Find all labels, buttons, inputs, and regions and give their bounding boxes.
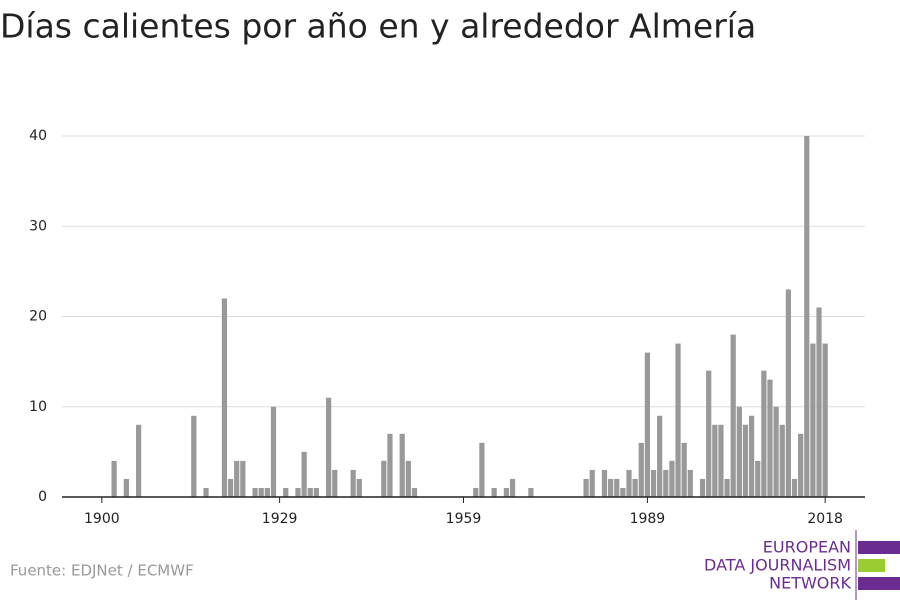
bar	[632, 478, 638, 497]
bar	[387, 433, 393, 497]
bar	[779, 424, 785, 497]
bar	[583, 478, 589, 497]
y-tick-label: 20	[29, 309, 47, 325]
bar	[332, 469, 338, 497]
bar	[313, 487, 319, 497]
bar	[712, 424, 718, 497]
bar	[405, 460, 411, 497]
bar	[264, 487, 270, 497]
bar	[822, 343, 828, 497]
bar	[742, 424, 749, 497]
bar	[203, 487, 209, 497]
bar	[755, 460, 761, 497]
bar	[785, 289, 791, 497]
bar	[326, 397, 332, 497]
x-tick-label: 1989	[630, 511, 666, 527]
x-tick-label: 2018	[807, 511, 843, 527]
bar	[638, 442, 644, 497]
x-tick-label: 1959	[446, 511, 482, 527]
bar	[810, 343, 816, 497]
bar	[657, 415, 663, 497]
bar	[301, 451, 307, 497]
y-tick-label: 40	[29, 128, 47, 144]
bar	[724, 478, 730, 497]
bar	[663, 469, 669, 497]
logo-bar	[858, 559, 885, 572]
bar	[608, 478, 614, 497]
bar	[748, 415, 755, 497]
bar	[804, 136, 810, 497]
bar	[589, 469, 595, 497]
bar	[473, 487, 479, 497]
bar	[699, 478, 706, 497]
bar	[718, 424, 724, 497]
bar	[650, 469, 657, 497]
bar	[234, 460, 240, 497]
bar	[798, 433, 804, 497]
bar	[736, 406, 742, 497]
logo-text: DATA JOURNALISM	[704, 556, 851, 575]
bar	[528, 487, 534, 497]
bar	[295, 487, 301, 497]
x-tick-label: 1900	[84, 511, 120, 527]
bar	[706, 370, 712, 497]
bar	[411, 487, 418, 497]
bar	[111, 460, 117, 497]
logo-bar	[858, 577, 900, 590]
bar	[283, 487, 289, 497]
bar	[350, 469, 356, 497]
bar	[123, 478, 129, 497]
y-tick-label: 10	[29, 399, 47, 415]
bar	[626, 469, 632, 497]
logo-text: NETWORK	[769, 574, 851, 593]
y-tick-label: 0	[38, 489, 47, 505]
bar	[479, 442, 485, 497]
bar	[669, 460, 675, 497]
logo-bar	[858, 541, 900, 554]
bar	[227, 478, 234, 497]
bar	[687, 469, 693, 497]
bar	[399, 433, 405, 497]
bar	[620, 487, 626, 497]
source: Fuente: EDJNet / ECMWF	[10, 562, 194, 580]
chart-title: Días calientes por año en y alrededor Al…	[0, 7, 756, 46]
bar	[816, 307, 822, 497]
bar	[221, 298, 228, 497]
x-tick-label: 1929	[262, 511, 298, 527]
bar	[240, 460, 246, 497]
bar	[767, 379, 773, 497]
bar	[773, 406, 779, 497]
bar	[509, 478, 516, 497]
logo-text: EUROPEAN	[763, 538, 851, 557]
bar	[270, 406, 277, 497]
bar	[761, 370, 767, 497]
bar	[252, 487, 258, 497]
bar	[730, 334, 736, 497]
bar	[381, 460, 387, 497]
bar	[258, 487, 264, 497]
bar	[601, 469, 608, 497]
bar	[503, 487, 510, 497]
bar	[491, 487, 497, 497]
bar	[614, 478, 620, 497]
bar	[356, 478, 362, 497]
bar	[644, 352, 650, 497]
bar	[136, 424, 142, 497]
bar	[191, 415, 197, 497]
bar	[307, 487, 313, 497]
bar	[681, 442, 687, 497]
bar	[675, 343, 681, 497]
y-tick-label: 30	[29, 218, 47, 234]
bar	[791, 478, 798, 497]
